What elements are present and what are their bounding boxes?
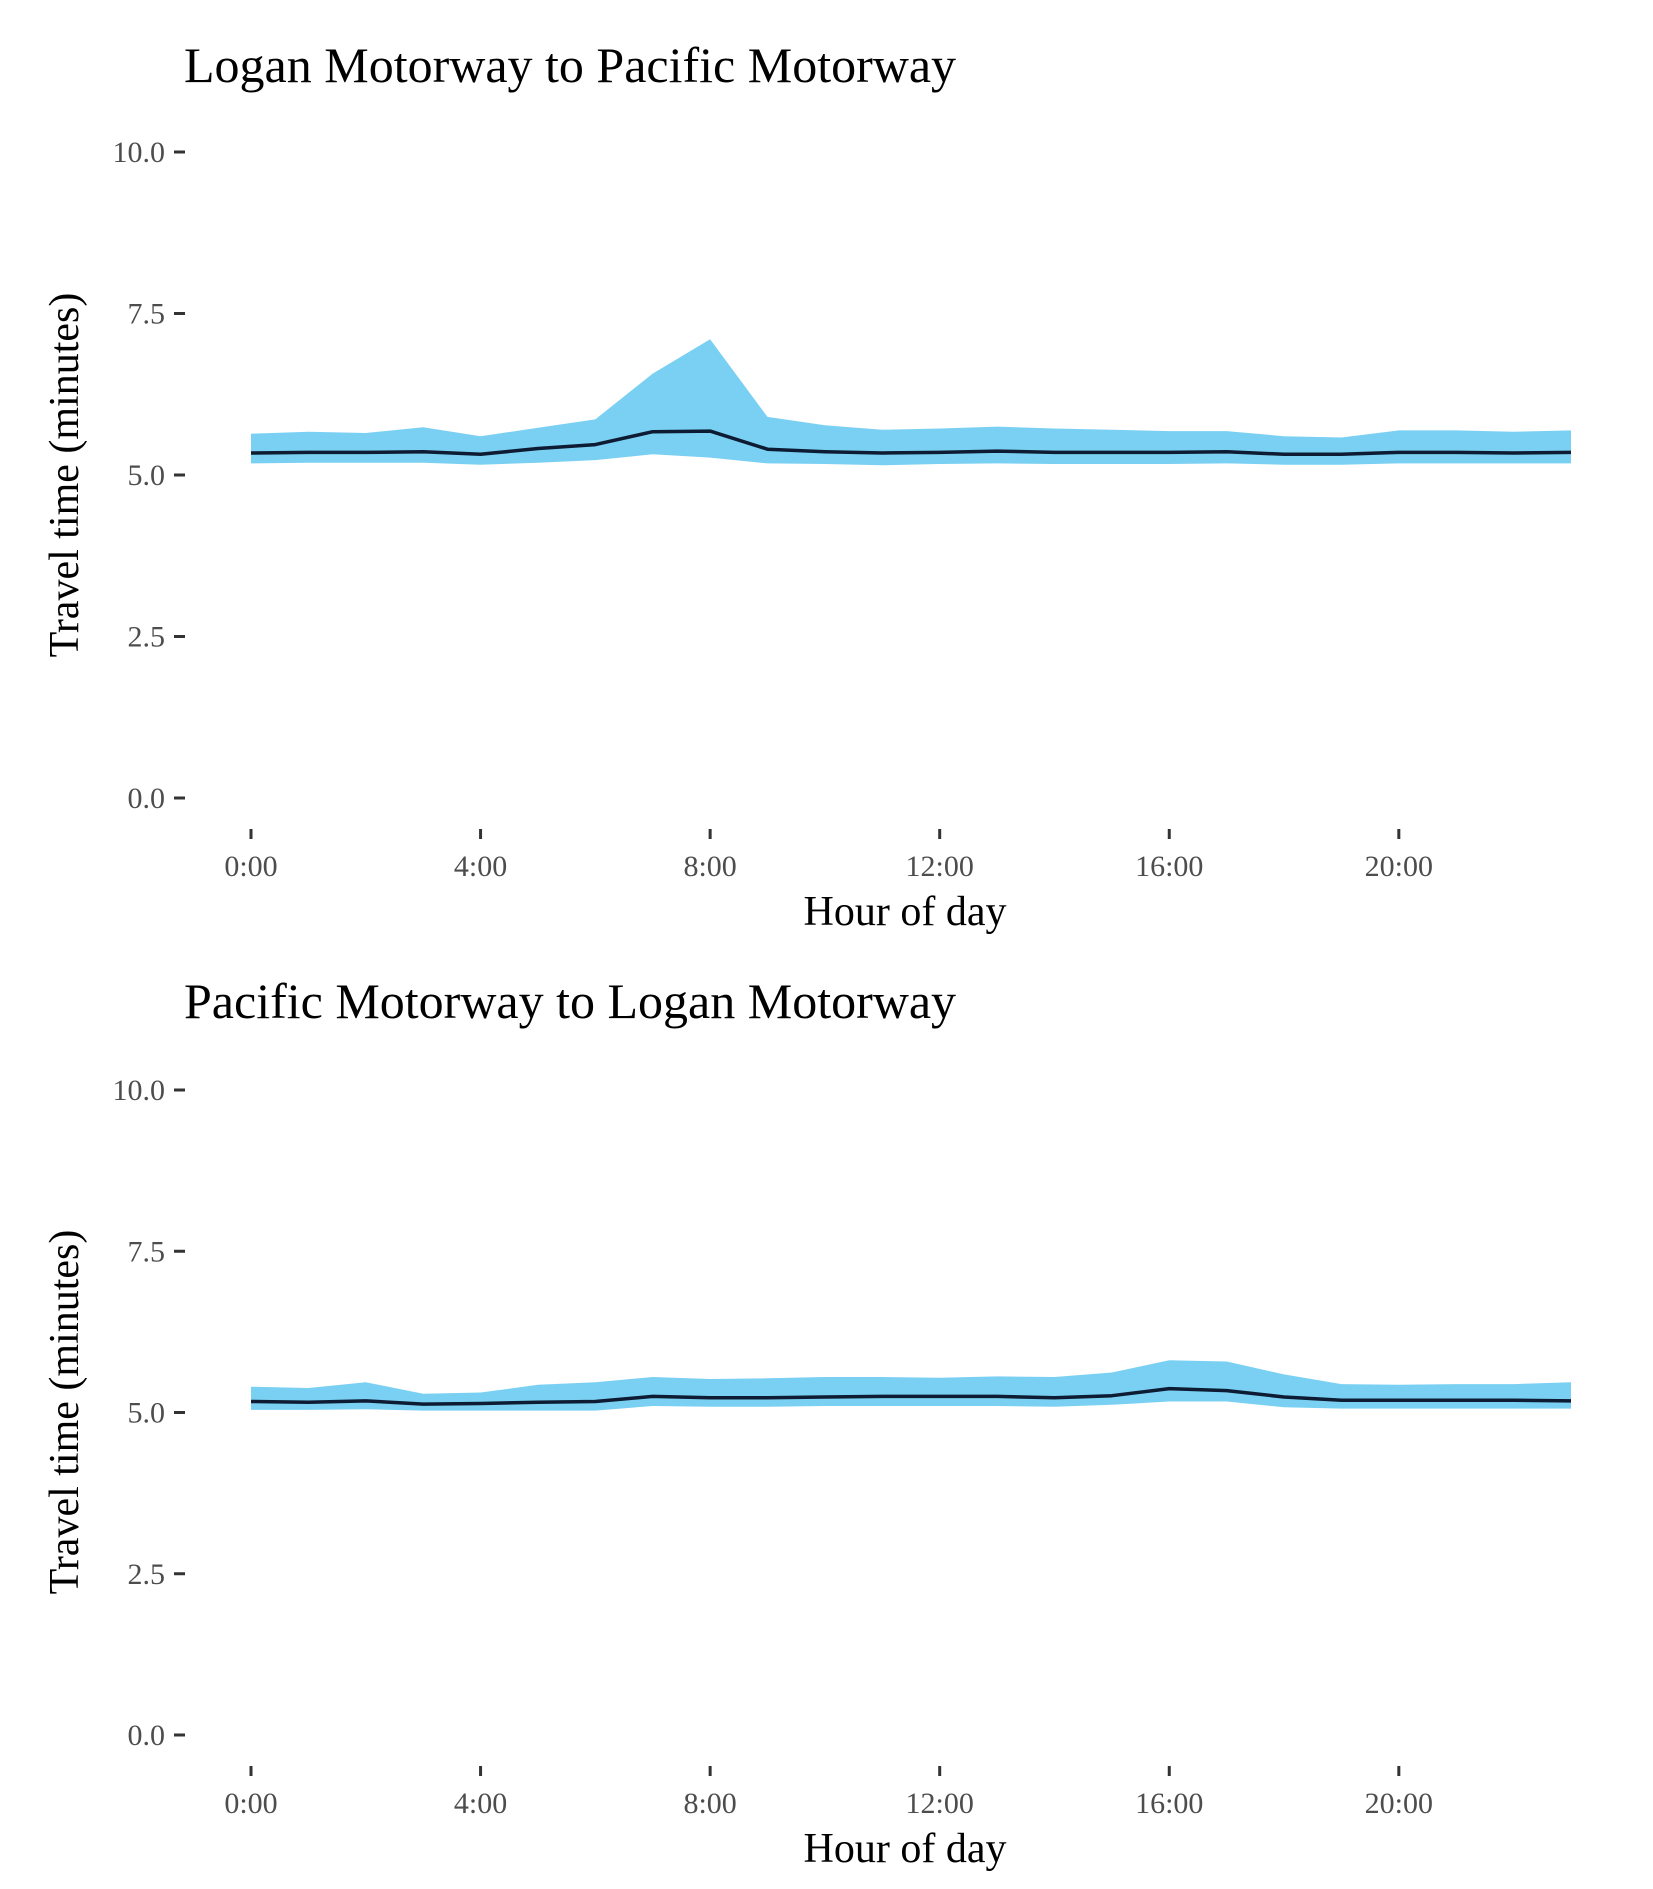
y-tick-label: 10.0 bbox=[113, 1074, 166, 1107]
confidence-band bbox=[251, 339, 1571, 466]
x-tick-label: 8:00 bbox=[683, 1787, 736, 1820]
y-axis: 0.0 2.5 5.0 7.5 10.0 bbox=[113, 136, 185, 815]
x-tick-label: 0:00 bbox=[224, 1787, 277, 1820]
x-tick-label: 4:00 bbox=[454, 1787, 507, 1820]
x-tick-label: 4:00 bbox=[454, 850, 507, 883]
line-layer bbox=[250, 1386, 1572, 1406]
y-tick-label: 0.0 bbox=[128, 782, 166, 815]
x-tick-label: 20:00 bbox=[1365, 1787, 1433, 1820]
chart-title: Logan Motorway to Pacific Motorway bbox=[184, 37, 956, 93]
chart-title: Pacific Motorway to Logan Motorway bbox=[184, 973, 956, 1029]
y-tick-label: 0.0 bbox=[128, 1719, 166, 1752]
y-tick-label: 7.5 bbox=[128, 298, 166, 331]
y-axis: 0.0 2.5 5.0 7.5 10.0 bbox=[113, 1074, 185, 1752]
y-tick-label: 2.5 bbox=[128, 1558, 166, 1591]
x-axis: 0:00 4:00 8:00 12:00 16:00 20:00 bbox=[224, 1766, 1433, 1820]
chart-panel-pacific-to-logan: Pacific Motorway to Logan Motorway Trave… bbox=[42, 973, 1572, 1872]
x-tick-label: 12:00 bbox=[906, 850, 974, 883]
x-tick-label: 16:00 bbox=[1135, 1787, 1203, 1820]
x-axis-title: Hour of day bbox=[804, 889, 1007, 935]
chart-panel-logan-to-pacific: Logan Motorway to Pacific Motorway Trave… bbox=[42, 37, 1572, 935]
x-tick-label: 12:00 bbox=[906, 1787, 974, 1820]
x-tick-label: 20:00 bbox=[1365, 850, 1433, 883]
line-layer bbox=[250, 429, 1572, 457]
y-axis-title: Travel time (minutes) bbox=[42, 293, 88, 658]
x-axis-title: Hour of day bbox=[804, 1826, 1007, 1872]
x-tick-label: 16:00 bbox=[1135, 850, 1203, 883]
band-layer bbox=[251, 339, 1571, 466]
y-tick-label: 7.5 bbox=[128, 1235, 166, 1268]
band-layer bbox=[251, 1360, 1571, 1411]
x-tick-label: 8:00 bbox=[683, 850, 736, 883]
series-line bbox=[250, 1386, 1572, 1406]
x-tick-label: 0:00 bbox=[224, 850, 277, 883]
y-tick-label: 2.5 bbox=[128, 621, 166, 654]
series-line bbox=[250, 429, 1572, 457]
y-tick-label: 5.0 bbox=[128, 1397, 166, 1430]
y-axis-title: Travel time (minutes) bbox=[42, 1230, 88, 1595]
y-tick-label: 10.0 bbox=[113, 136, 166, 169]
x-axis: 0:00 4:00 8:00 12:00 16:00 20:00 bbox=[224, 829, 1433, 883]
confidence-band bbox=[251, 1360, 1571, 1411]
y-tick-label: 5.0 bbox=[128, 459, 166, 492]
